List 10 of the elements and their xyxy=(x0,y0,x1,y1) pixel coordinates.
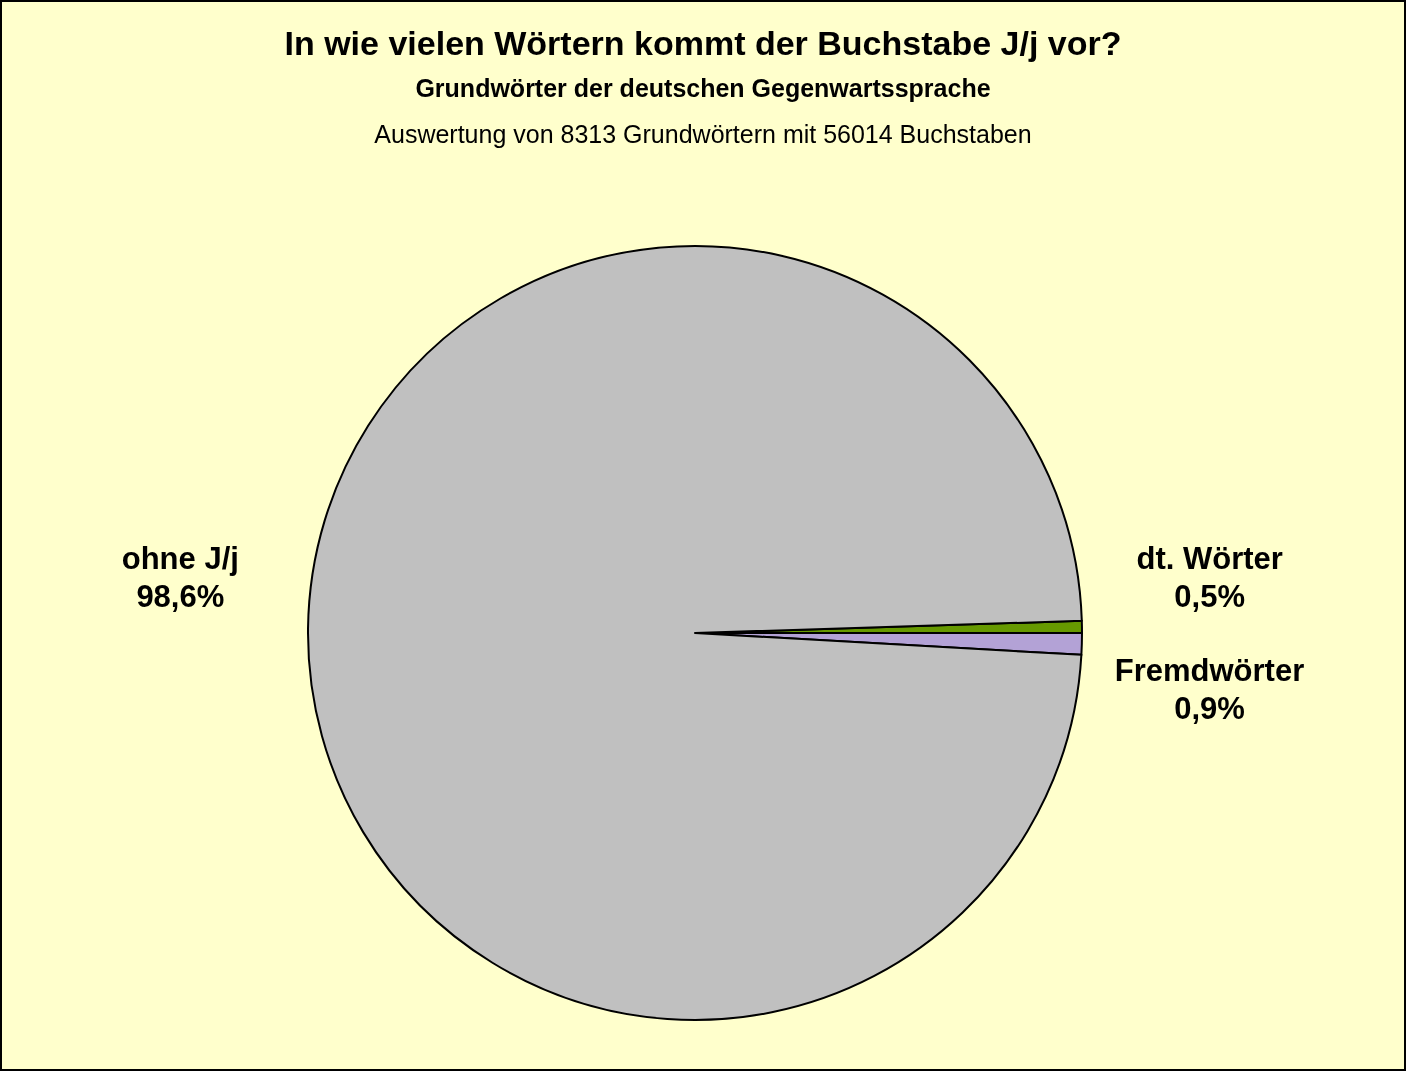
slice-label: Fremdwörter xyxy=(1114,653,1305,688)
pie-slice xyxy=(307,245,1083,1021)
chart-title: In wie vielen Wörtern kommt der Buchstabe J/j vor? xyxy=(284,24,1122,62)
slice-label: dt. Wörter xyxy=(1136,541,1283,576)
data-label: 0,5% xyxy=(1174,579,1245,614)
text: Auswertung von 8313 Grundwörtern mit 56014 Buchstaben xyxy=(374,120,1032,148)
slice-label: ohne J/j xyxy=(121,541,239,576)
data-label: 0,9% xyxy=(1174,691,1245,726)
data-label: 98,6% xyxy=(136,579,225,614)
chart-subtitle: Grundwörter der deutschen Gegenwartssprache xyxy=(415,74,991,102)
